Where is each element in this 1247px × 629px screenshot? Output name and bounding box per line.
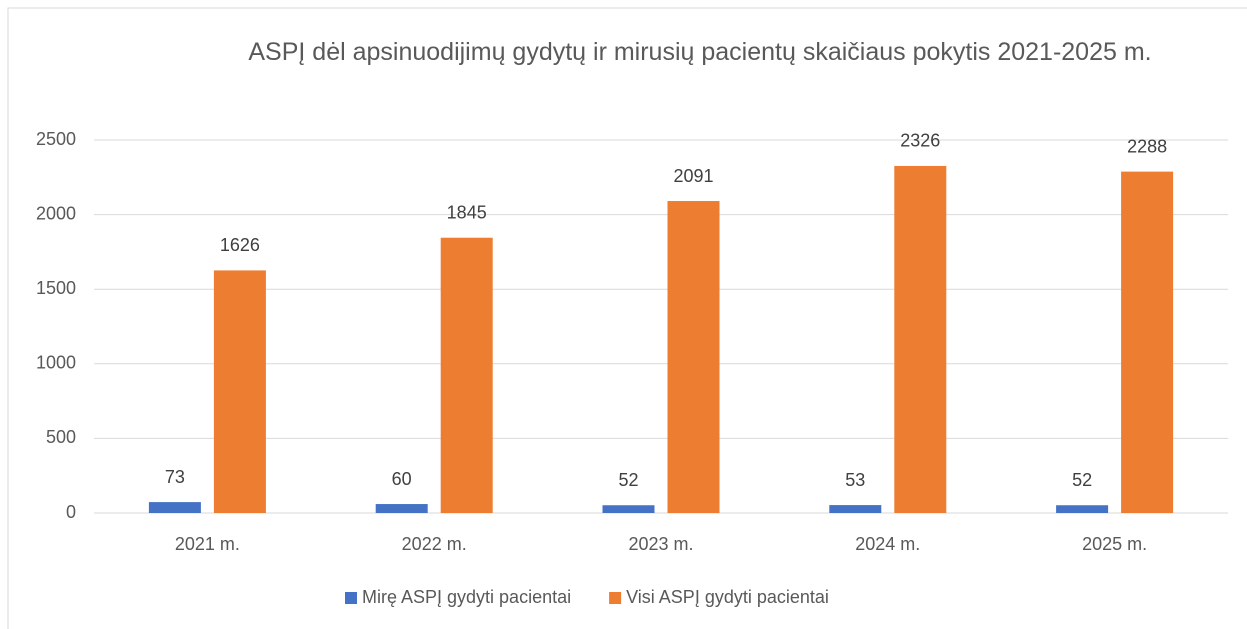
bar [894, 165, 947, 513]
data-label: 53 [845, 470, 865, 490]
data-label: 1626 [220, 235, 260, 255]
x-tick-label: 2021 m. [175, 534, 240, 554]
data-label: 2288 [1127, 136, 1167, 156]
y-tick-label: 2500 [36, 129, 76, 149]
x-tick-label: 2023 m. [628, 534, 693, 554]
data-label: 60 [392, 469, 412, 489]
legend-swatch [609, 592, 622, 604]
bar [440, 237, 493, 513]
bar [1121, 171, 1174, 513]
legend-swatch [345, 592, 357, 604]
bar [375, 504, 428, 513]
y-tick-label: 500 [46, 427, 76, 447]
bar [667, 201, 720, 513]
x-tick-label: 2024 m. [855, 534, 920, 554]
y-tick-label: 1500 [36, 278, 76, 298]
data-label: 52 [1072, 470, 1092, 490]
bar [1056, 505, 1109, 513]
legend-label: Mirę ASPĮ gydyti pacientai [362, 587, 571, 607]
y-tick-label: 1000 [36, 353, 76, 373]
chart-frame [7, 7, 1247, 629]
data-label: 73 [165, 467, 185, 487]
legend-label: Visi ASPĮ gydyti pacientai [626, 587, 829, 607]
bar [602, 505, 655, 513]
x-tick-label: 2022 m. [402, 534, 467, 554]
y-tick-label: 0 [66, 502, 76, 522]
bar [829, 505, 882, 513]
bar [213, 270, 266, 513]
data-label: 2326 [900, 131, 940, 151]
x-tick-label: 2025 m. [1082, 534, 1147, 554]
data-label: 52 [618, 470, 638, 490]
y-tick-label: 2000 [36, 203, 76, 223]
chart-title: ASPĮ dėl apsinuodijimų gydytų ir mirusių… [248, 38, 1152, 66]
data-label: 1845 [447, 202, 487, 222]
bar [148, 502, 201, 513]
data-label: 2091 [673, 166, 713, 186]
